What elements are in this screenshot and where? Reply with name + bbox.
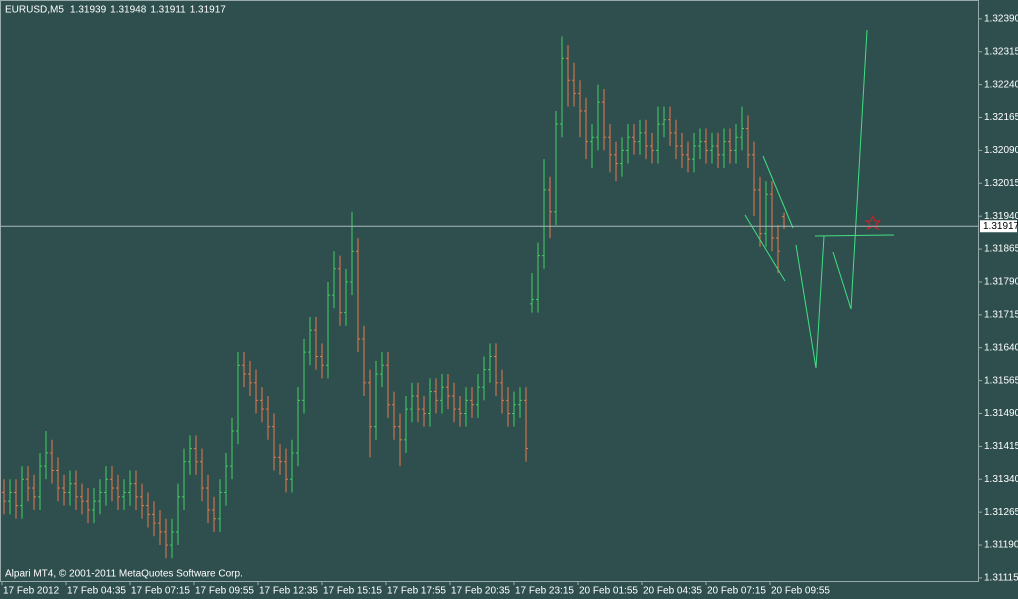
x-tick-label: 17 Feb 04:35 — [67, 586, 126, 597]
symbol: EURUSD,M5 — [5, 5, 64, 16]
x-tick-label: 20 Feb 04:35 — [643, 586, 702, 597]
y-tick-label: 1.31490 — [984, 408, 1018, 419]
y-tick-label: 1.31340 — [984, 474, 1018, 485]
x-tick-label: 17 Feb 09:55 — [195, 586, 254, 597]
y-tick-label: 1.31865 — [984, 244, 1018, 255]
y-tick-label: 1.31715 — [984, 309, 1018, 320]
projection-line — [832, 29, 868, 310]
y-tick-label: 1.32165 — [984, 112, 1018, 123]
x-tick-label: 17 Feb 2012 — [3, 586, 60, 597]
drawn-objects — [744, 29, 895, 369]
y-tick-label: 1.32015 — [984, 178, 1018, 189]
y-tick-label: 1.31565 — [984, 375, 1018, 386]
plot-frame — [0, 0, 979, 582]
y-tick-label: 1.31790 — [984, 277, 1018, 288]
y-tick-label: 1.31115 — [984, 573, 1018, 584]
x-tick-label: 17 Feb 17:55 — [387, 586, 446, 597]
y-tick-label: 1.31640 — [984, 342, 1018, 353]
trend-line — [762, 155, 794, 229]
y-tick-label: 1.31415 — [984, 441, 1018, 452]
bars — [2, 36, 786, 559]
level-line — [814, 234, 895, 237]
x-tick-label: 17 Feb 23:15 — [515, 586, 574, 597]
x-tick-label: 17 Feb 15:15 — [323, 586, 382, 597]
x-tick-label: 20 Feb 07:15 — [707, 586, 766, 597]
current-price-label: 1.31917 — [983, 221, 1018, 232]
quote-value: 1.31911 — [150, 5, 186, 16]
quote-value: 1.31917 — [190, 5, 227, 16]
y-tick-label: 1.32240 — [984, 79, 1018, 90]
x-tick-label: 17 Feb 12:35 — [259, 586, 318, 597]
projection-line — [795, 235, 825, 369]
current-price-box — [980, 220, 1017, 233]
x-tick-label: 17 Feb 07:15 — [131, 586, 190, 597]
y-tick-label: 1.32315 — [984, 46, 1018, 57]
x-tick-label: 17 Feb 20:35 — [451, 586, 510, 597]
quote-value: 1.31948 — [110, 5, 147, 16]
y-tick-label: 1.32090 — [984, 145, 1018, 156]
x-tick-label: 20 Feb 09:55 — [771, 586, 830, 597]
copyright: Alpari MT4, © 2001-2011 MetaQuotes Softw… — [5, 569, 243, 580]
x-tick-label: 20 Feb 01:55 — [579, 586, 638, 597]
quote-value: 1.31939 — [70, 5, 107, 16]
y-tick-label: 1.32390 — [984, 13, 1018, 24]
y-tick-label: 1.31265 — [984, 507, 1018, 518]
y-tick-label: 1.31190 — [984, 540, 1018, 551]
y-tick-label: 1.31940 — [984, 211, 1018, 222]
